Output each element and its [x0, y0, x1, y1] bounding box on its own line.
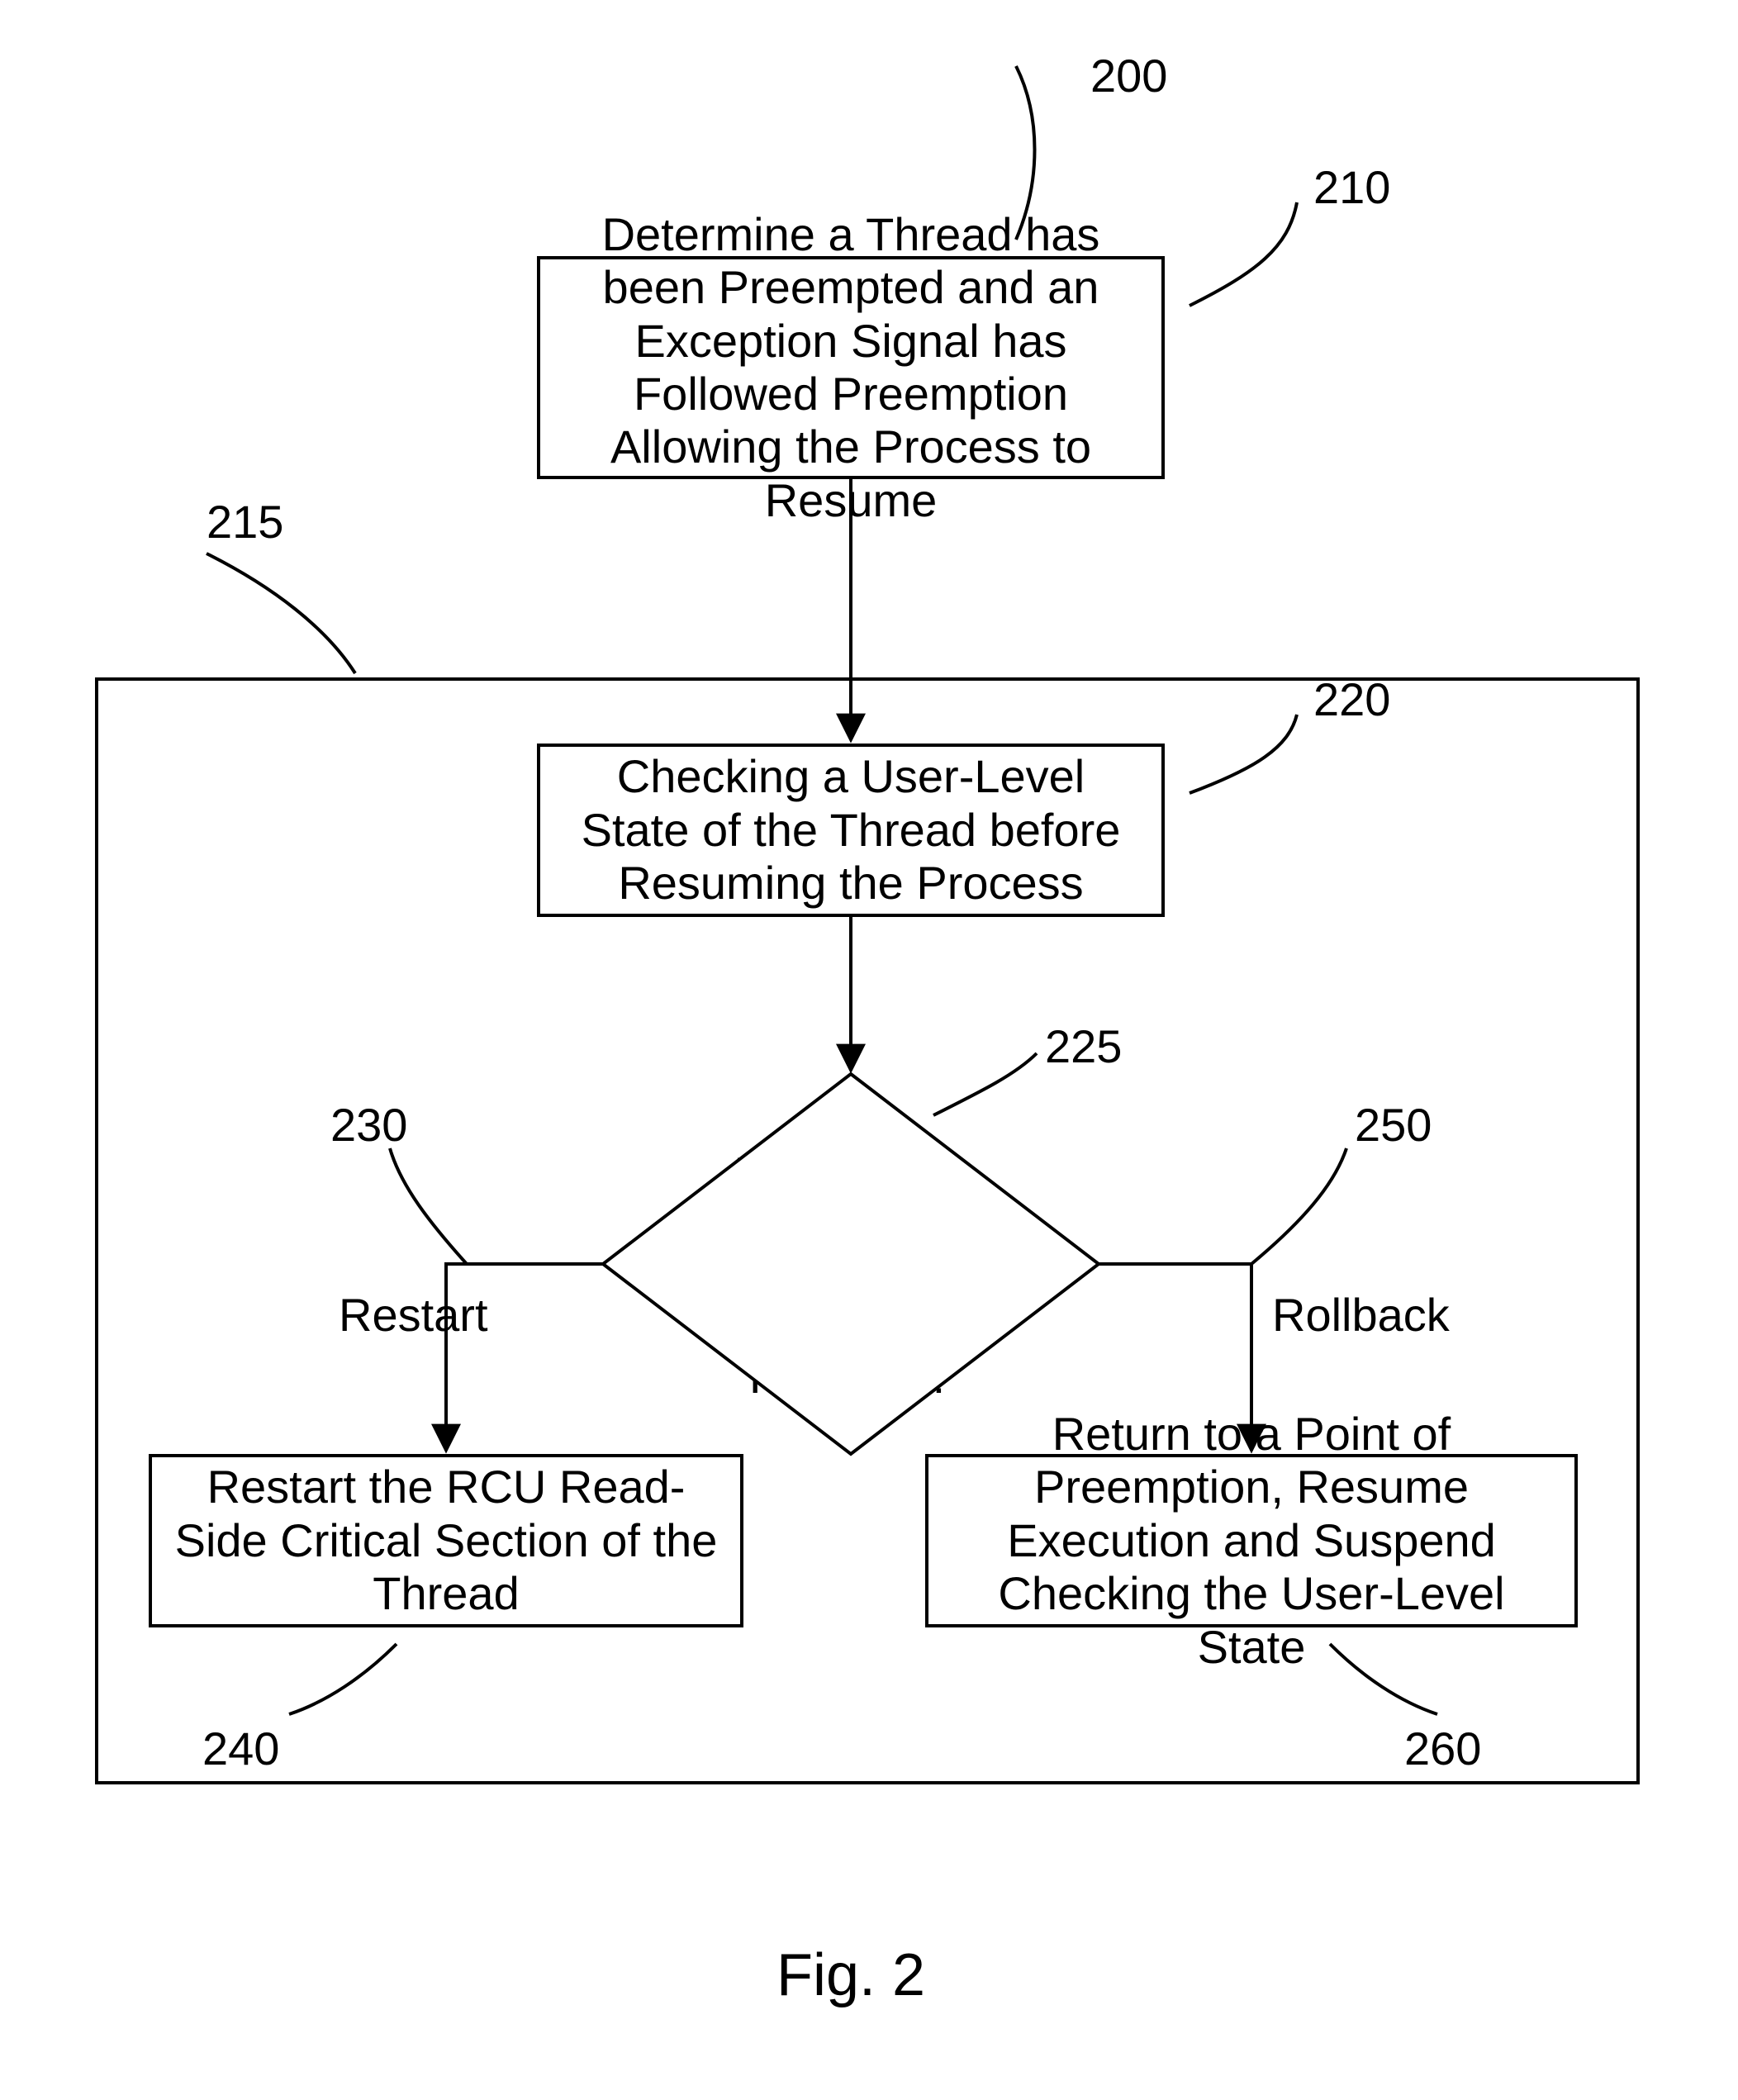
node-260-text: Return to a Point of Preemption, Resume …: [945, 1408, 1558, 1674]
node-240: Restart the RCU Read-Side Critical Secti…: [149, 1454, 743, 1627]
ref-230: 230: [330, 1099, 407, 1152]
figure-caption: Fig. 2: [776, 1941, 925, 2009]
flowchart-canvas: Determine a Thread has been Preempted an…: [0, 0, 1738, 2100]
ref-215: 215: [207, 496, 283, 549]
node-210: Determine a Thread has been Preempted an…: [537, 256, 1165, 479]
ref-225: 225: [1045, 1020, 1122, 1073]
node-220-text: Checking a User-Level State of the Threa…: [557, 750, 1145, 910]
ref-250: 250: [1355, 1099, 1432, 1152]
node-220: Checking a User-Level State of the Threa…: [537, 744, 1165, 917]
ref-260: 260: [1404, 1722, 1481, 1775]
leader-210: [1190, 202, 1297, 306]
edge-label-rollback: Rollback: [1272, 1289, 1450, 1342]
ref-210: 210: [1313, 161, 1390, 214]
node-260: Return to a Point of Preemption, Resume …: [925, 1454, 1578, 1627]
node-240-text: Restart the RCU Read-Side Critical Secti…: [169, 1461, 724, 1620]
leader-215: [207, 554, 355, 673]
node-225-text: Does User-Level State Indicate Restart o…: [719, 1148, 983, 1403]
edge-label-restart: Restart: [339, 1289, 488, 1342]
node-210-text: Determine a Thread has been Preempted an…: [557, 208, 1145, 527]
ref-220: 220: [1313, 673, 1390, 726]
ref-200: 200: [1090, 50, 1167, 102]
ref-240: 240: [202, 1722, 279, 1775]
